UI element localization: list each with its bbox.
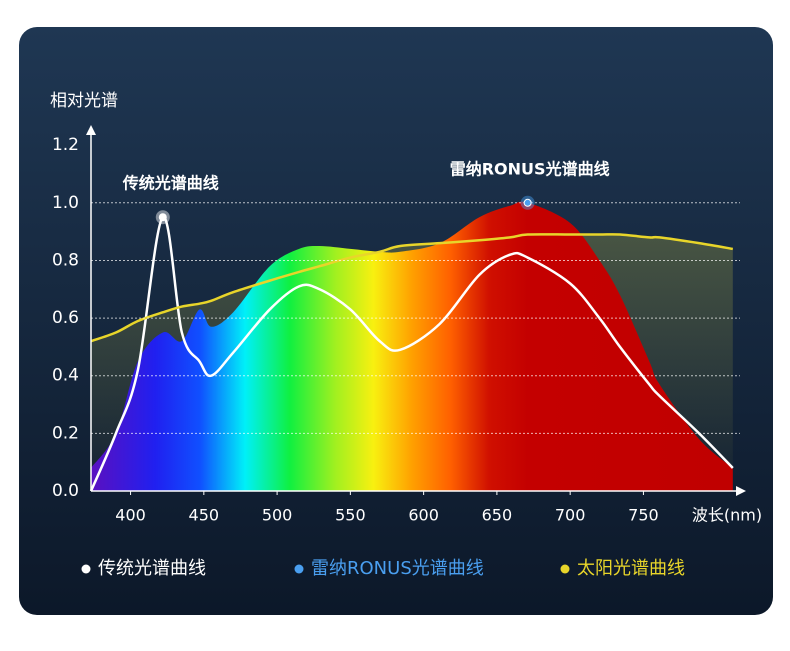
annotation: 雷纳RONUS光谱曲线 [450,159,610,178]
y-tick-label: 0.4 [52,366,79,386]
peak-marker [523,198,532,207]
y-axis-label: 相对光谱 [50,91,118,111]
line [89,215,734,492]
spectrum-area [91,201,733,491]
x-tick-label: 400 [115,506,146,525]
legend-label: 雷纳RONUS光谱曲线 [311,558,484,579]
peak-marker [158,213,167,222]
y-tick-label: 1.2 [52,135,79,155]
x-tick-label: 700 [555,506,586,525]
x-tick-label: 500 [262,506,293,525]
x-tick-label: 600 [408,506,439,525]
y-axis-arrow [86,125,96,135]
x-tick-label: 750 [628,506,659,525]
y-tick-label: 1.0 [52,193,79,213]
legend-dot [81,564,91,574]
line [90,233,734,343]
y-tick-label: 0.2 [52,423,79,443]
legend-dot [560,564,570,574]
legend-label: 传统光谱曲线 [98,558,206,579]
legend-label: 太阳光谱曲线 [577,558,685,579]
x-tick-label: 550 [335,506,366,525]
y-tick-label: 0.6 [52,308,79,328]
x-axis-arrow [736,486,746,496]
annotation: 传统光谱曲线 [122,174,219,193]
x-tick-label: 450 [189,506,220,525]
x-tick-label: 650 [482,506,513,525]
y-tick-label: 0.0 [52,481,79,501]
x-axis-label: 波长(nm) [692,506,762,525]
y-tick-label: 0.8 [52,250,79,270]
legend-dot [294,564,304,574]
